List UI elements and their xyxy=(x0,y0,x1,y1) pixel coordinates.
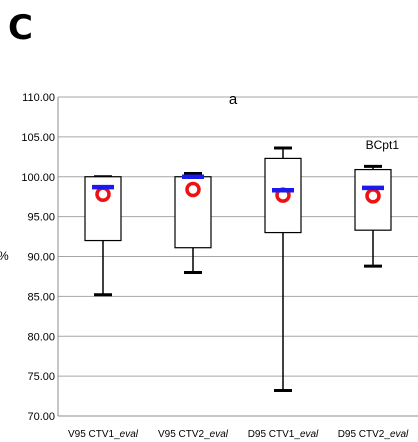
box-group xyxy=(174,172,212,274)
y-tick-label: 95.00 xyxy=(27,212,55,224)
y-tick-label: 70.00 xyxy=(27,411,55,423)
y-axis-label: % xyxy=(0,249,9,263)
x-tick-label: D95 CTV1_eval xyxy=(248,429,319,440)
box-rect xyxy=(354,168,392,231)
y-tick-label: 80.00 xyxy=(27,331,55,343)
boxes xyxy=(84,146,392,392)
grid-lines xyxy=(58,96,418,417)
y-tick-labels: 70.00 75.00 80.00 85.00 90.00 95.00 100.00 105.… xyxy=(21,92,55,423)
chart-title: a xyxy=(229,91,238,108)
x-tick-label: V95 CTV1_eval xyxy=(68,429,139,440)
box-group xyxy=(264,146,302,392)
y-tick-label: 90.00 xyxy=(27,252,55,264)
box-rect xyxy=(264,157,302,234)
box-rect xyxy=(174,176,212,249)
x-tick-labels: V95 CTV1_eval V95 CTV2_eval D95 CTV1_eval D… xyxy=(68,429,409,440)
chart-annotation: BCpt1 xyxy=(366,138,400,152)
axes xyxy=(57,97,418,417)
panel-letter: C xyxy=(8,8,33,48)
y-tick-label: 105.00 xyxy=(21,132,55,144)
mean-marker xyxy=(185,181,201,198)
y-tick-label: 75.00 xyxy=(27,371,55,383)
box-group xyxy=(84,175,122,297)
y-tick-label: 100.00 xyxy=(21,172,55,184)
y-tick-label: 85.00 xyxy=(27,291,55,303)
box-group xyxy=(354,164,392,268)
x-tick-label: D95 CTV2_eval xyxy=(338,429,409,440)
x-tick-label: V95 CTV2_eval xyxy=(158,429,229,440)
y-tick-label: 110.00 xyxy=(22,92,55,104)
